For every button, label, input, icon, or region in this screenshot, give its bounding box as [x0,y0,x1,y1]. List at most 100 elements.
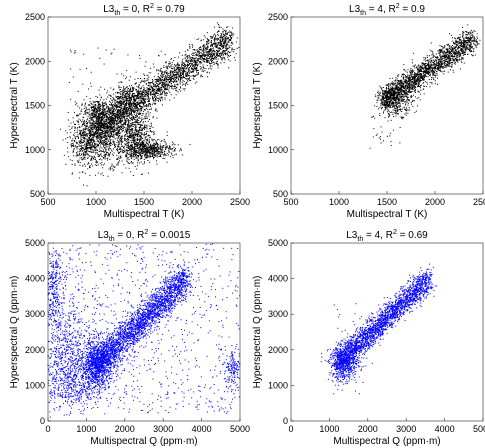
data-point [134,98,136,100]
data-point [137,137,139,139]
data-point [188,74,190,76]
data-point [126,113,128,115]
data-point [219,55,221,57]
data-point [196,69,198,71]
data-point [206,48,208,50]
data-point [222,40,224,42]
data-point [165,84,167,86]
data-point [187,78,189,80]
data-point [109,126,111,128]
data-point [165,78,167,80]
data-point [86,125,88,127]
data-point [160,97,162,99]
data-point [223,43,225,45]
data-point [74,136,76,138]
data-point [143,134,145,136]
data-point [228,46,230,48]
data-point [141,110,143,112]
data-point [191,57,193,59]
data-point [149,128,151,130]
data-point [108,126,110,128]
data-point [111,124,113,126]
data-point [106,138,108,140]
data-point [190,60,192,62]
data-point [83,128,85,130]
data-point [134,153,136,155]
data-point [123,121,125,123]
data-point [157,100,159,102]
data-point [111,167,113,169]
data-point [213,57,215,59]
data-point [94,122,96,124]
data-point [96,107,98,109]
data-point [155,96,157,98]
data-point [140,105,142,107]
data-point [183,65,185,67]
data-point [203,54,205,56]
data-point [149,151,151,153]
data-point [142,133,144,135]
data-point [117,119,119,121]
data-point [99,133,101,135]
data-point [94,157,96,159]
data-point [163,80,165,82]
data-point [158,83,160,85]
data-point [138,123,140,125]
data-point [216,45,218,47]
data-point [220,43,222,45]
data-point [136,115,138,117]
data-point [157,139,159,141]
data-point [152,90,154,92]
data-point [194,82,196,84]
data-point [136,134,138,136]
data-point [231,33,233,35]
data-point [95,122,97,124]
data-point [176,66,178,68]
data-point [120,136,122,138]
data-point [114,113,116,115]
data-point [135,116,137,118]
data-point [124,124,126,126]
data-point [149,161,151,163]
data-point [170,79,172,81]
data-point [159,86,161,88]
data-point [189,56,191,58]
data-point [192,77,194,79]
data-point [224,53,226,55]
data-point [111,99,113,101]
data-point [85,131,87,133]
data-point [82,123,84,125]
data-point [179,150,181,152]
data-point [177,73,179,75]
data-point [153,151,155,153]
data-point [132,108,134,110]
data-point [94,134,96,136]
data-point [109,114,111,116]
data-point [151,86,153,88]
data-point [164,73,166,75]
data-point [113,131,115,133]
data-point [155,140,157,142]
data-point [74,127,76,129]
data-point [142,96,144,98]
data-point [88,150,90,152]
data-point [107,132,109,134]
data-point [63,154,65,156]
data-point [157,83,159,85]
data-point [163,83,165,85]
data-point [139,112,141,114]
data-point [165,149,167,151]
data-point [71,143,73,145]
data-point [109,110,111,112]
data-point [86,118,88,120]
data-point [110,138,112,140]
data-point [138,140,140,142]
data-point [133,123,135,125]
data-point [102,118,104,120]
data-point [136,157,138,159]
data-point [115,116,117,118]
data-point [196,81,198,83]
data-point [203,44,205,46]
data-point [177,68,179,70]
data-point [118,145,120,147]
